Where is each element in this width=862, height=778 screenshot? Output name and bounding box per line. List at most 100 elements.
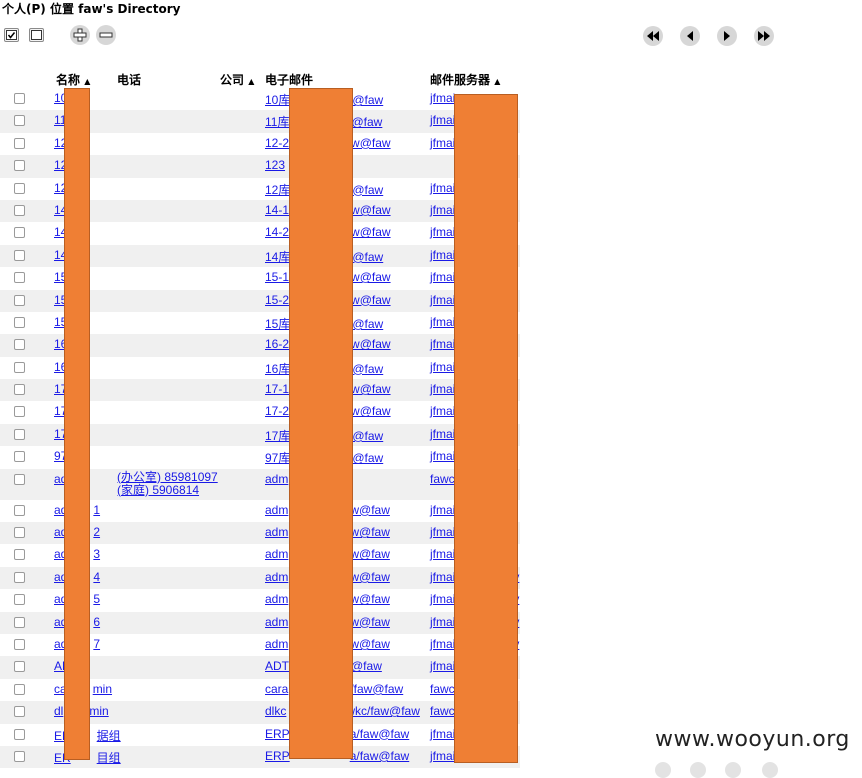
- email-link[interactable]: adm w@faw: [265, 502, 390, 517]
- email-link[interactable]: ADT @faw: [265, 659, 382, 674]
- row-checkbox[interactable]: [14, 160, 25, 172]
- email-link[interactable]: adm w@faw: [265, 636, 390, 651]
- email-link[interactable]: cara/faw@faw: [265, 681, 404, 696]
- first-page-icon[interactable]: [643, 26, 663, 46]
- email-link[interactable]: 17库 @faw: [265, 428, 384, 443]
- row-checkbox[interactable]: [14, 451, 25, 463]
- mail-server-link[interactable]: fawc: [430, 704, 455, 719]
- email-link[interactable]: adm w@faw: [265, 525, 390, 540]
- row-checkbox[interactable]: [14, 384, 25, 396]
- row-checkbox[interactable]: [14, 272, 25, 284]
- contact-name-link[interactable]: 11: [54, 113, 67, 128]
- row-checkbox[interactable]: [14, 616, 25, 628]
- column-header-server[interactable]: 邮件服务器 ▲: [430, 73, 501, 87]
- mail-server-link[interactable]: fawc: [430, 681, 455, 696]
- row-checkbox[interactable]: [14, 571, 25, 583]
- email-link[interactable]: 12库 @faw: [265, 182, 384, 197]
- row-checkbox[interactable]: [14, 661, 25, 673]
- phone-link[interactable]: (办公室) 85981097 (家庭) 5906814: [117, 469, 218, 497]
- mail-server-link[interactable]: jfmai: [430, 404, 456, 419]
- mail-server-link[interactable]: jfmai: [430, 270, 456, 285]
- next-page-icon[interactable]: [717, 26, 737, 46]
- row-checkbox[interactable]: [14, 361, 25, 373]
- row-checkbox[interactable]: [14, 339, 25, 351]
- row-checkbox[interactable]: [14, 428, 25, 440]
- row-checkbox[interactable]: [14, 750, 25, 762]
- row-checkbox[interactable]: [14, 294, 25, 306]
- mail-server-link[interactable]: jfmai: [430, 337, 456, 352]
- email-link[interactable]: adm w@faw: [265, 592, 390, 607]
- email-link[interactable]: 16库 @faw: [265, 361, 384, 376]
- row-checkbox[interactable]: [14, 93, 25, 104]
- row-checkbox[interactable]: [14, 638, 25, 650]
- contact-name-link[interactable]: ca min: [54, 681, 113, 696]
- column-header-phone[interactable]: 电话: [117, 73, 142, 87]
- column-header-email[interactable]: 电子邮件: [265, 73, 314, 87]
- email-link[interactable]: 15库 @faw: [265, 316, 384, 331]
- uncheck-all-icon[interactable]: [29, 28, 44, 42]
- mail-server-link[interactable]: jfmai: [430, 113, 456, 128]
- mail-server-link[interactable]: jfmai: [430, 202, 456, 217]
- row-checkbox[interactable]: [14, 115, 25, 127]
- row-checkbox[interactable]: [14, 182, 25, 194]
- mail-server-link[interactable]: fawc: [430, 471, 455, 486]
- add-entry-icon[interactable]: [70, 25, 90, 45]
- last-page-icon[interactable]: [754, 26, 774, 46]
- mail-server-link[interactable]: jfmai: [430, 525, 456, 540]
- email-link[interactable]: dlkc wkc/faw@faw: [265, 704, 420, 719]
- mail-server-link[interactable]: jfmai: [430, 659, 456, 674]
- mail-server-link[interactable]: jfmai: [430, 502, 456, 517]
- email-link[interactable]: adm w@faw: [265, 614, 390, 629]
- row-checkbox[interactable]: [14, 137, 25, 149]
- email-link[interactable]: 16-2 w@faw: [265, 337, 391, 352]
- email-link[interactable]: 12-2 w@faw: [265, 135, 391, 150]
- mail-server-link[interactable]: jfmai: [430, 314, 456, 329]
- mail-server-link[interactable]: jfmai: [430, 225, 456, 240]
- remove-entry-icon[interactable]: [96, 25, 116, 45]
- row-checkbox[interactable]: [14, 316, 25, 328]
- mail-server-link[interactable]: jfmai: [430, 180, 456, 195]
- contact-name-link[interactable]: dl min: [54, 704, 109, 719]
- email-link[interactable]: 10库 @faw: [265, 93, 384, 107]
- mail-server-link[interactable]: jfmai: [430, 426, 456, 441]
- mail-server-link[interactable]: jfmai: [430, 449, 456, 464]
- mail-server-link[interactable]: jfmai: [430, 292, 456, 307]
- mail-server-link[interactable]: jfmai: [430, 135, 456, 150]
- mail-server-link[interactable]: jfmai: [430, 247, 456, 262]
- email-link[interactable]: 17-1 w@faw: [265, 382, 391, 397]
- email-link[interactable]: 15-1 w@faw: [265, 270, 391, 285]
- email-link[interactable]: 14-2 w@faw: [265, 225, 391, 240]
- mail-server-link[interactable]: jfmai: [430, 726, 456, 741]
- mail-server-link[interactable]: jfmai: [430, 359, 456, 374]
- row-checkbox[interactable]: [14, 504, 25, 516]
- email-link[interactable]: adm w@faw: [265, 569, 390, 584]
- row-checkbox[interactable]: [14, 728, 25, 740]
- mail-server-link[interactable]: jfmai: [430, 382, 456, 397]
- email-link[interactable]: 15-2 w@faw: [265, 292, 391, 307]
- mail-server-link[interactable]: jfmai: [430, 547, 456, 562]
- email-link[interactable]: 11库 @faw: [265, 115, 383, 130]
- email-link[interactable]: ERP a/faw@faw: [265, 748, 410, 763]
- row-checkbox[interactable]: [14, 527, 25, 539]
- row-checkbox[interactable]: [14, 549, 25, 561]
- mail-server-link[interactable]: jfmai: [430, 748, 456, 763]
- column-header-company[interactable]: 公司 ▲: [220, 73, 255, 87]
- column-header-name[interactable]: 名称 ▲: [56, 73, 91, 87]
- row-checkbox[interactable]: [14, 706, 25, 718]
- email-link[interactable]: ERP a/faw@faw: [265, 726, 410, 741]
- row-checkbox[interactable]: [14, 227, 25, 239]
- prev-page-icon[interactable]: [680, 26, 700, 46]
- row-checkbox[interactable]: [14, 683, 25, 695]
- email-link[interactable]: 17-2 w@faw: [265, 404, 391, 419]
- row-checkbox[interactable]: [14, 406, 25, 418]
- email-link[interactable]: 97库 @faw: [265, 451, 384, 466]
- email-link[interactable]: adm w@faw: [265, 547, 390, 562]
- mail-server-link[interactable]: jfmai: [430, 91, 456, 105]
- email-link[interactable]: adm: [265, 471, 289, 486]
- email-link[interactable]: 123: [265, 158, 286, 173]
- row-checkbox[interactable]: [14, 204, 25, 216]
- email-link[interactable]: 14库 @faw: [265, 249, 384, 264]
- email-link[interactable]: 14-1 w@faw: [265, 202, 391, 217]
- check-all-icon[interactable]: [4, 28, 19, 42]
- row-checkbox[interactable]: [14, 594, 25, 606]
